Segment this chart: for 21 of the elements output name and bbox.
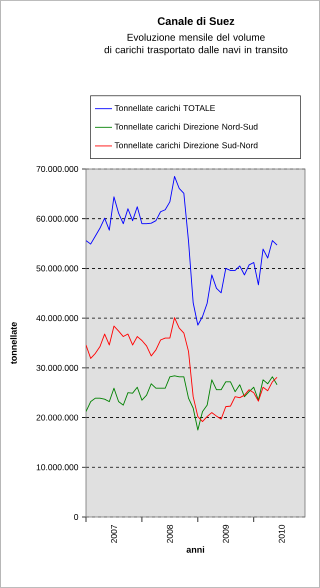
line-series <box>86 317 278 422</box>
y-tick-label: 50.000.000 <box>36 265 78 272</box>
y-tick-label: 70.000.000 <box>36 166 78 172</box>
y-tick-label: 60.000.000 <box>36 216 78 222</box>
x-tick-label: 2010 <box>278 524 285 543</box>
legend-label: Tonnellate carichi Direzione Nord-Sud <box>114 123 258 130</box>
x-axis-title: anni <box>186 546 204 553</box>
legend-label: Tonnellate carichi TOTALE <box>114 104 215 112</box>
x-tick-label: 2008 <box>166 524 173 543</box>
x-tick-label: 2009 <box>222 524 229 543</box>
legend-label: Tonnellate carichi Direzione Sud-Nord <box>114 142 258 148</box>
chart-subtitle: Evoluzione mensile del volume di carichi trasportato dalle navi in transito <box>104 34 288 56</box>
y-tick-label: 40.000.000 <box>36 315 78 322</box>
x-tick-label: 2007 <box>110 524 117 543</box>
y-axis-title: tonnellate <box>10 322 17 364</box>
y-tick-label: 30.000.000 <box>36 364 78 371</box>
line-series <box>86 176 278 326</box>
y-tick-label: 20.000.000 <box>36 414 78 421</box>
chart-title: Canale di Suez <box>158 16 234 26</box>
y-tick-label: 10.000.000 <box>36 464 78 470</box>
y-tick-label: 0 <box>74 514 78 520</box>
